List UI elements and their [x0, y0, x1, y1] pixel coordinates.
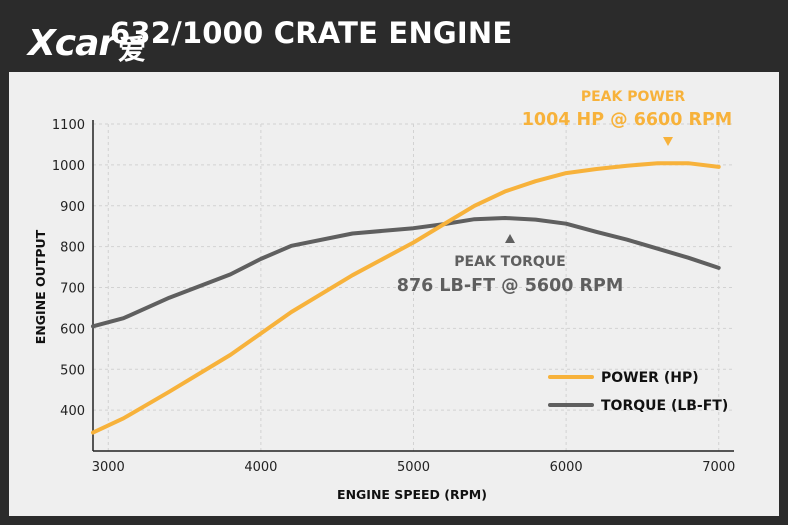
y-tick-label: 1000: [52, 159, 85, 174]
legend-torque-label: TORQUE (LB-FT): [601, 398, 728, 414]
legend-power-label: POWER (HP): [601, 370, 699, 386]
peak-torque-label: PEAK TORQUE: [454, 254, 565, 270]
y-tick-label: 800: [60, 241, 85, 256]
peak-power-value: 1004 HP @ 6600 RPM: [522, 110, 732, 130]
x-tick-label: 3000: [92, 460, 125, 475]
y-tick-label: 400: [60, 404, 85, 419]
y-tick-label: 900: [60, 200, 85, 215]
xcar-logo: Xcar 爱卡: [10, 10, 170, 106]
y-tick-label: 600: [60, 322, 85, 337]
y-tick-label: 500: [60, 363, 85, 378]
peak-power-label: PEAK POWER: [581, 89, 686, 105]
peak-torque-value: 876 LB-FT @ 5600 RPM: [397, 276, 623, 296]
peak-torque-marker: [505, 234, 515, 243]
x-tick-label: 5000: [397, 460, 430, 475]
chart-panel: [9, 72, 779, 516]
x-tick-label: 4000: [244, 460, 277, 475]
power-series-line: [91, 161, 721, 435]
y-axis-label: ENGINE OUTPUT: [33, 229, 48, 344]
x-axis-label: ENGINE SPEED (RPM): [337, 487, 487, 502]
torque-series-line: [91, 216, 721, 329]
y-tick-label: 1100: [52, 118, 85, 133]
x-tick-label: 7000: [702, 460, 735, 475]
page-title: 632/1000 CRATE ENGINE: [110, 16, 513, 50]
peak-power-marker: [663, 137, 673, 146]
logo-text: Xcar: [28, 23, 116, 64]
x-tick-label: 6000: [550, 460, 583, 475]
y-tick-label: 700: [60, 282, 85, 297]
